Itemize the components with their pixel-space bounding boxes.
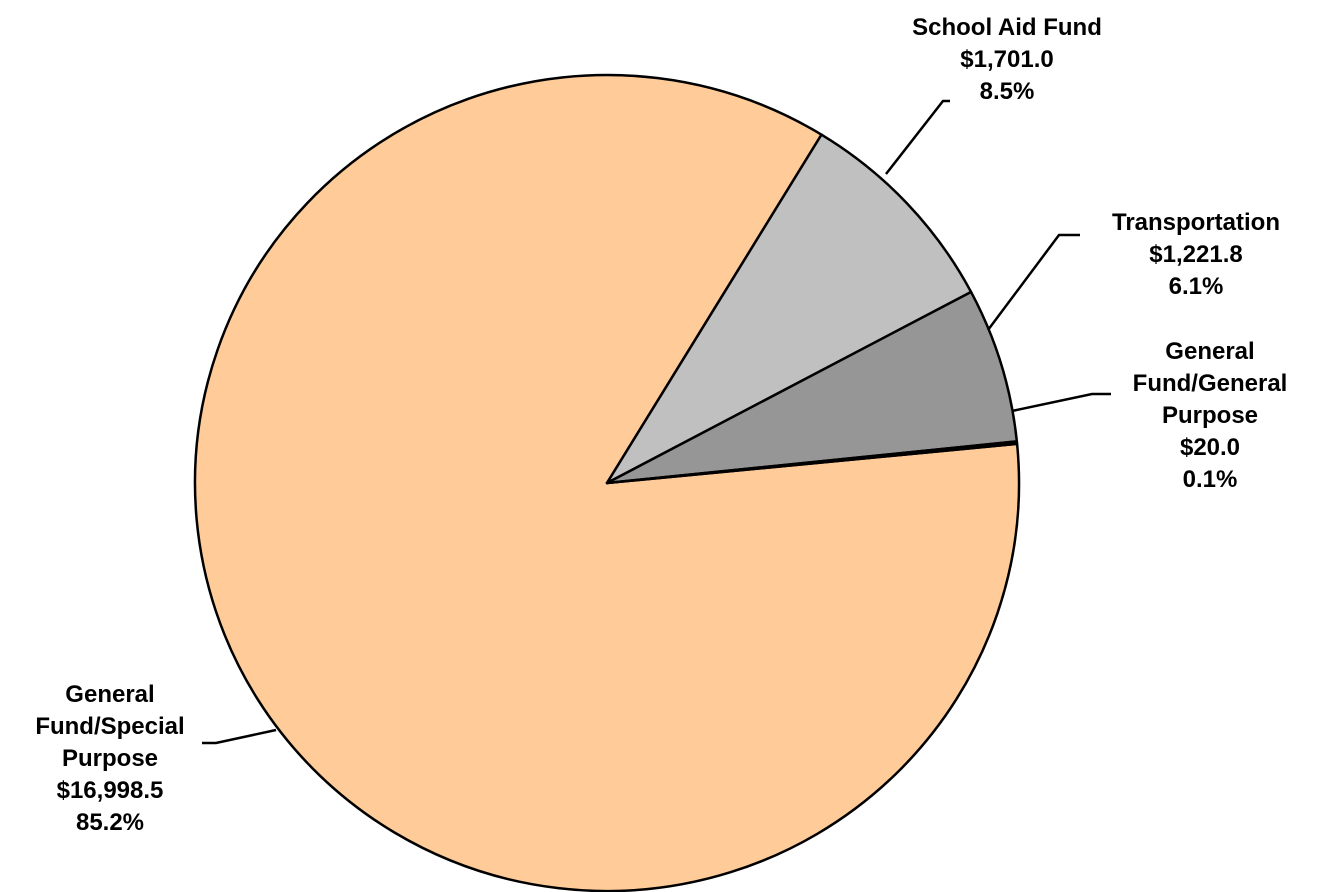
data-label-school-aid-fund-value: $1,701.0 bbox=[960, 46, 1053, 73]
data-label-general-fund-general-purpose-percent: 0.1% bbox=[1183, 466, 1238, 493]
data-label-general-fund-special-purpose-name: Purpose bbox=[62, 745, 158, 772]
data-label-general-fund-general-purpose-name: Fund/General bbox=[1133, 370, 1288, 397]
data-label-school-aid-fund: School Aid Fund $1,701.0 8.5% bbox=[912, 14, 1102, 105]
pie-slices bbox=[193, 73, 1021, 892]
data-label-transportation-value: $1,221.8 bbox=[1149, 241, 1242, 268]
data-label-general-fund-special-purpose-value: $16,998.5 bbox=[57, 777, 164, 804]
leader-line-school-aid-fund bbox=[885, 99, 950, 175]
data-label-general-fund-general-purpose-value: $20.0 bbox=[1180, 434, 1240, 461]
pie-slice-general-fund-general-purpose bbox=[605, 440, 1019, 485]
data-label-general-fund-special-purpose: General Fund/Special Purpose $16,998.5 85.2% bbox=[35, 681, 184, 836]
data-label-general-fund-general-purpose-name: Purpose bbox=[1162, 402, 1258, 429]
slice-labels: General Fund/Special Purpose $16,998.5 85.2%… bbox=[35, 14, 1287, 836]
data-label-general-fund-special-purpose-name: General bbox=[65, 681, 154, 708]
data-label-transportation: Transportation $1,221.8 6.1% bbox=[1112, 209, 1280, 300]
leader-line-transportation bbox=[986, 233, 1080, 331]
leader-line-general-fund-general-purpose bbox=[1011, 392, 1111, 413]
pie-slice-transportation bbox=[605, 290, 1019, 485]
data-label-school-aid-fund-name: School Aid Fund bbox=[912, 14, 1102, 41]
data-label-transportation-name: Transportation bbox=[1112, 209, 1280, 236]
data-label-general-fund-general-purpose-name: General bbox=[1165, 338, 1254, 365]
data-label-transportation-percent: 6.1% bbox=[1169, 273, 1224, 300]
data-label-general-fund-special-purpose-name: Fund/Special bbox=[35, 713, 184, 740]
data-label-general-fund-general-purpose: General Fund/General Purpose $20.0 0.1% bbox=[1133, 338, 1288, 493]
data-label-school-aid-fund-percent: 8.5% bbox=[980, 78, 1035, 105]
pie-slice-school-aid-fund bbox=[605, 133, 973, 485]
data-label-general-fund-special-purpose-percent: 85.2% bbox=[76, 809, 144, 836]
leader-line-general-fund-special-purpose bbox=[202, 728, 277, 745]
leader-lines bbox=[202, 99, 1111, 745]
